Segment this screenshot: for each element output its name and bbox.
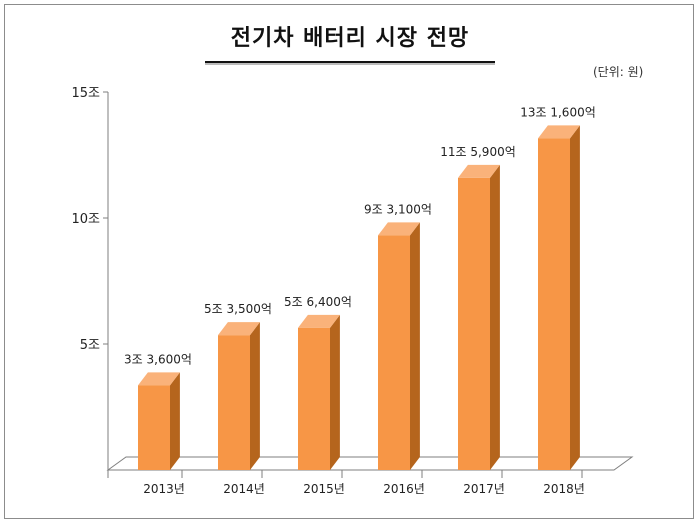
bar-side [490,164,500,470]
bar-front [138,385,170,470]
bar [458,164,500,470]
bar-top [298,314,340,328]
x-tick-label: 2015년 [303,482,345,496]
y-tick-label: 10조 [71,212,100,227]
y-tick-label: 5조 [80,338,100,353]
bar [138,372,180,470]
chart-title: 전기차 배터리 시장 전망 [205,21,495,63]
bar-side [250,322,260,470]
bar-front [378,235,410,470]
bar [298,314,340,470]
data-label: 11조 5,900억 [440,145,516,159]
data-label: 9조 3,100억 [364,202,432,216]
bar-side [170,372,180,470]
bar [218,322,260,470]
unit-note: (단위: 원) [593,65,644,79]
bar [378,222,420,470]
bar-front [538,138,570,471]
bar-front [458,177,490,470]
bar-front [218,335,250,470]
bar [538,125,580,471]
bar-top [138,372,180,386]
bar-side [410,222,420,470]
data-label: 3조 3,600억 [124,352,192,366]
x-tick-label: 2013년 [143,482,185,496]
x-tick-label: 2016년 [383,482,425,496]
x-tick-label: 2018년 [543,482,585,496]
bar-top [458,164,500,178]
y-tick-label: 15조 [71,86,100,101]
x-tick-label: 2014년 [223,482,265,496]
bar-side [570,125,580,471]
data-label: 5조 3,500억 [204,302,272,316]
x-tick-label: 2017년 [463,482,505,496]
bar-top [378,222,420,236]
bar-top [218,322,260,336]
data-label: 13조 1,600억 [520,105,596,119]
data-label: 5조 6,400억 [284,295,352,309]
bar-top [538,125,580,139]
bar-front [298,327,330,470]
bar-side [330,314,340,470]
